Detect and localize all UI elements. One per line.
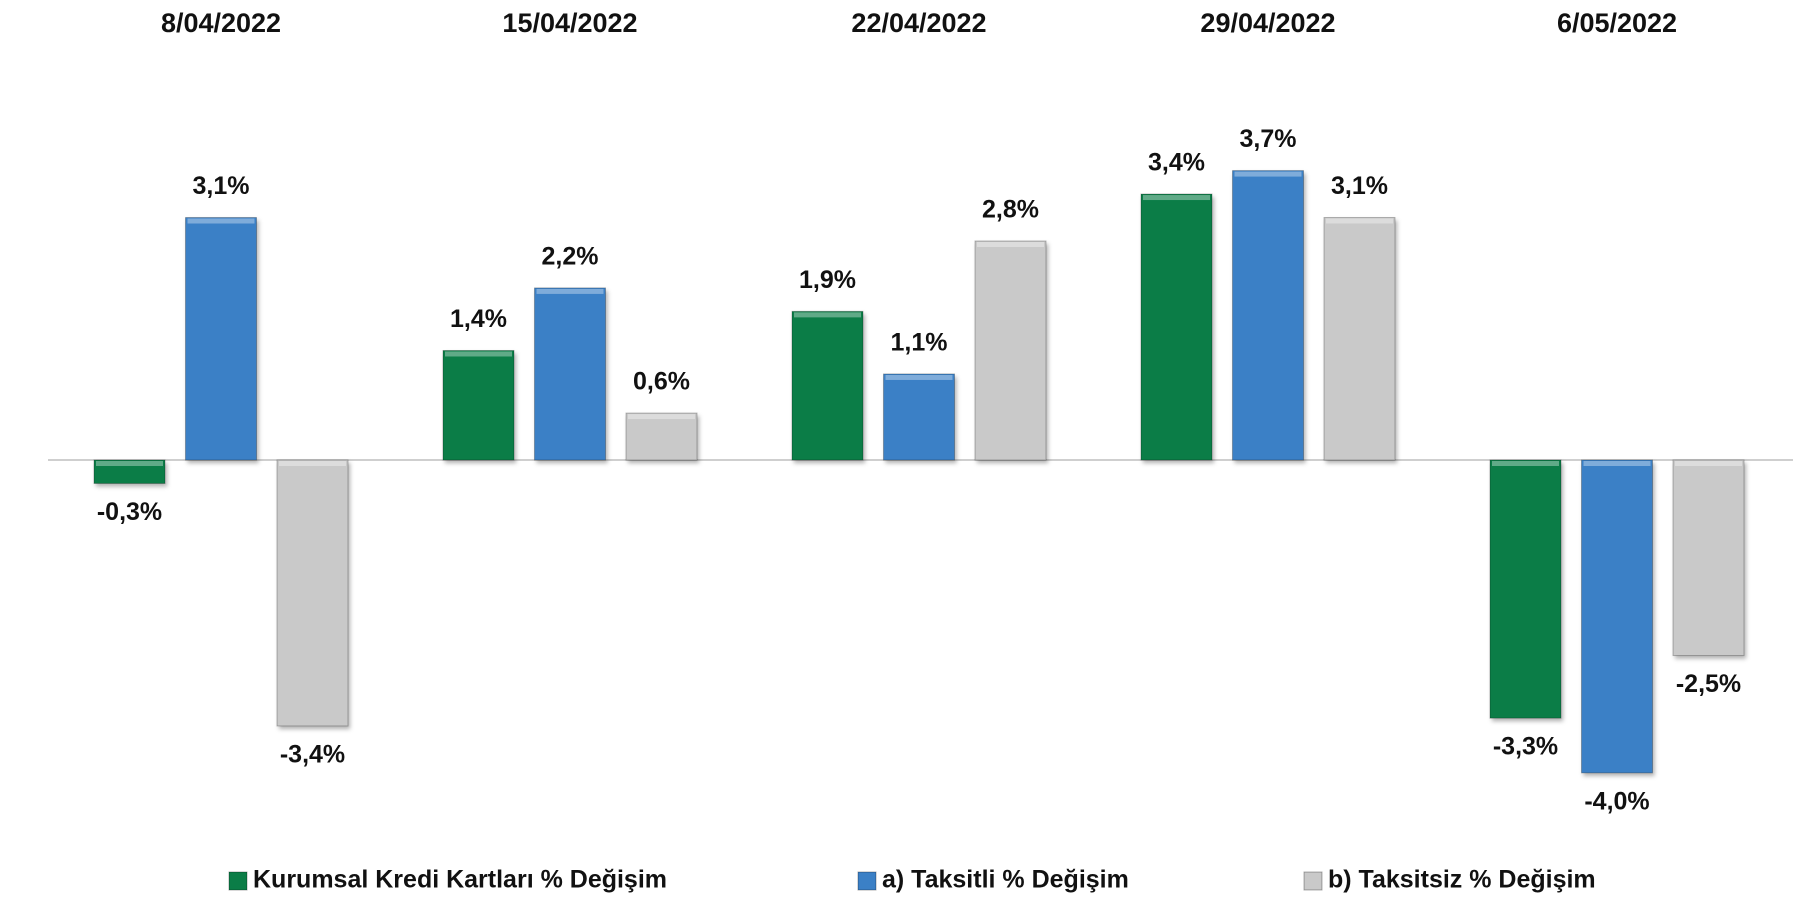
bar-highlight [885, 374, 953, 380]
bar [791, 310, 864, 461]
category-label: 15/04/2022 [502, 8, 637, 38]
bar-highlight [187, 218, 255, 224]
bar-highlight [1675, 461, 1742, 466]
bar-highlight [1326, 218, 1393, 224]
bar [442, 349, 515, 461]
bar [1672, 459, 1745, 657]
bar [1232, 170, 1304, 461]
value-label: -0,3% [97, 498, 162, 526]
bar-highlight [1583, 461, 1651, 466]
bar-highlight [794, 312, 861, 318]
value-label: 1,1% [891, 329, 948, 357]
bar [185, 217, 257, 461]
category-label: 6/05/2022 [1557, 8, 1677, 38]
legend-swatch [228, 871, 248, 891]
category-label: 8/04/2022 [161, 8, 281, 38]
value-label: 3,4% [1148, 149, 1205, 177]
value-label: 3,1% [1331, 172, 1388, 200]
bar-highlight [1143, 195, 1210, 201]
value-label: -3,4% [280, 741, 345, 769]
bar-highlight [445, 351, 512, 357]
bar [625, 412, 698, 461]
bar [1489, 459, 1562, 719]
bar-highlight [1492, 461, 1559, 466]
bar [883, 373, 955, 461]
legend-label: Kurumsal Kredi Kartları % Değişim [253, 866, 667, 894]
bar-highlight [1234, 171, 1302, 177]
value-label: 3,7% [1240, 125, 1297, 153]
value-label: -4,0% [1584, 787, 1649, 815]
bar-highlight [628, 414, 695, 420]
bar [1140, 193, 1213, 461]
value-label: 1,4% [450, 305, 507, 333]
bar-highlight [279, 461, 346, 466]
legend-swatch [857, 871, 877, 891]
value-label: -3,3% [1493, 733, 1558, 761]
value-label: 3,1% [193, 172, 250, 200]
legend-swatch [1303, 871, 1323, 891]
bar-highlight [536, 288, 604, 294]
category-label: 29/04/2022 [1200, 8, 1335, 38]
value-label: 0,6% [633, 368, 690, 396]
value-label: 1,9% [799, 266, 856, 294]
bar-highlight [977, 241, 1044, 247]
bar [276, 459, 349, 727]
legend-label: a) Taksitli % Değişim [882, 866, 1129, 894]
bar [1581, 459, 1653, 774]
value-label: 2,2% [542, 243, 599, 271]
value-label: -2,5% [1676, 670, 1741, 698]
bar [534, 287, 606, 461]
legend-label: b) Taksitsiz % Değişim [1328, 866, 1596, 894]
bar [93, 459, 166, 484]
bar [974, 240, 1047, 461]
category-label: 22/04/2022 [851, 8, 986, 38]
bar [1323, 217, 1396, 461]
bar-highlight [96, 461, 163, 466]
value-label: 2,8% [982, 196, 1039, 224]
